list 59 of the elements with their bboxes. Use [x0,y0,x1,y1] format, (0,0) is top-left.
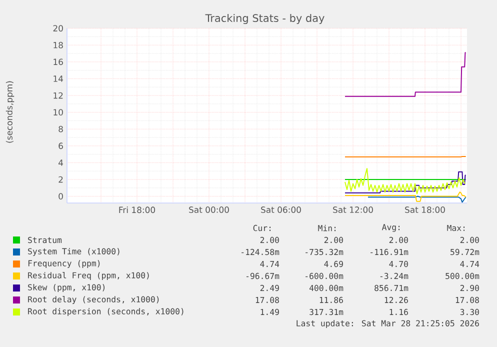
text: 317.31m [310,308,344,316]
y-tick-label: 10 [54,109,63,116]
line-series [344,52,466,97]
text: 3.30 [460,308,479,316]
y-tick-label: 20 [53,25,63,32]
text: -600.00m [306,272,344,280]
legend-label: Stratum [28,236,62,244]
legend-label: Residual Freq (ppm, x100) [28,272,149,280]
y-tick-label: 8 [58,126,63,132]
y-tick-label: 16 [54,58,63,66]
y-tick-label: 6 [58,142,63,150]
legend-label: Root delay (seconds, x1000) [28,296,159,304]
text: 400.00m [309,284,344,292]
x-tick-label: Sat 12:00 [333,206,373,213]
y-tick-label: 18 [54,42,63,48]
y-tick-label: 12 [54,92,63,99]
text: 2.00 [260,236,279,244]
text: -124.58m [242,248,280,256]
legend-label: Root dispersion (seconds, x1000) [28,308,184,316]
y-tick-label: 2 [58,176,63,183]
text: Max: [447,224,465,232]
legend-label: Skew (ppm, x100) [28,284,105,292]
text: Avg: [382,224,400,232]
text: -116.91m [370,248,408,256]
x-tick-label: Sat 18:00 [405,206,445,213]
text: 2.49 [260,284,279,292]
text: 4.69 [324,260,343,268]
y-tick-label: 0 [58,193,63,200]
text: -735.32m [306,248,344,256]
text: 12.26 [384,296,408,304]
y-tick-label: 14 [54,76,64,82]
text: 4.70 [389,260,408,268]
text: -3.24m [380,272,408,280]
text: Last update: Sat Mar 28 21:25:05 2026 [296,320,479,328]
text: 856.71m [374,284,408,292]
y-axis-title: (seconds,ppm) [6,81,14,143]
chart-title: Tracking Stats - by day [205,14,324,24]
text: 500.00m [446,272,480,280]
text: 2.00 [389,236,408,244]
text: 17.08 [256,296,279,304]
text: 11.86 [320,296,343,304]
text: 2.00 [324,236,343,244]
text: -96.67m [246,272,280,280]
text: Cur: [253,224,271,232]
text: 2.00 [460,236,479,244]
text: 17.08 [456,296,479,304]
text: 4.74 [260,261,280,267]
text: 2.90 [460,284,479,292]
text: 4.74 [460,261,480,267]
y-tick-label: 4 [58,160,64,166]
text: Min: [318,224,336,232]
text: 59.72m [450,248,480,256]
x-tick-label: Sat 00:00 [189,206,229,213]
x-tick-label: Fri 18:00 [119,206,156,214]
text: 1.49 [260,308,279,316]
legend-label: Frequency (ppm) [28,260,100,268]
x-tick-label: Sat 06:00 [261,206,301,213]
legend-label: System Time (x1000) [28,248,120,256]
text: 1.16 [390,308,408,316]
